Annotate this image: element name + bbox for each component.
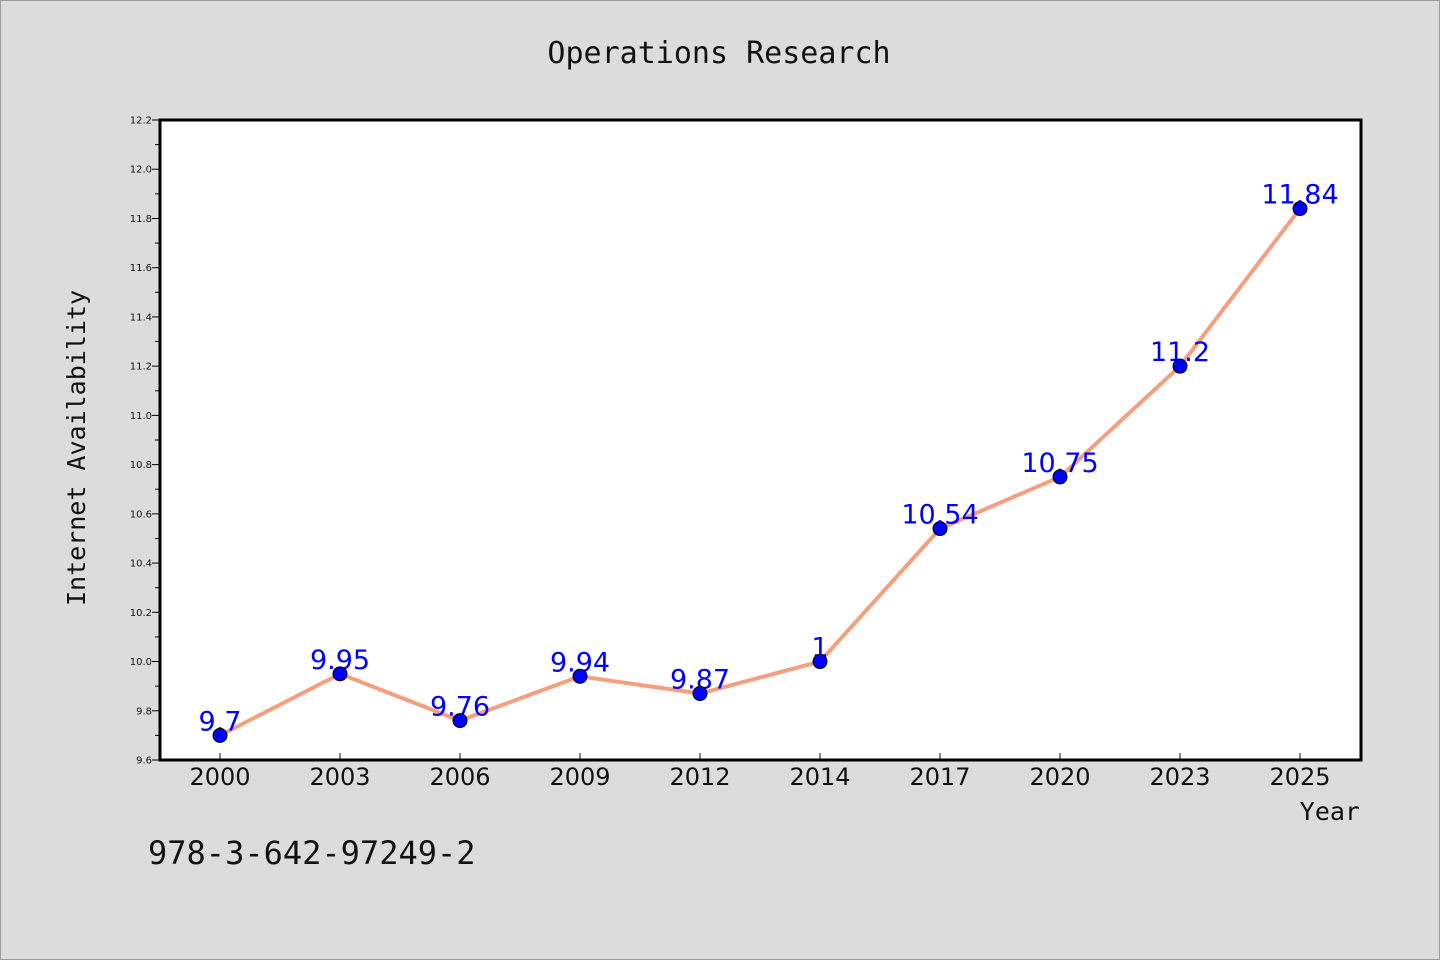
y-tick-label: 10.4 [130, 559, 152, 570]
footer-code: 978-3-642-97249-2 [148, 834, 476, 872]
y-axis-label: Internet Availability [62, 290, 91, 606]
x-tick-label: 2017 [909, 763, 970, 791]
y-axis: 9.6 9.8 10.0 10.2 10.4 10.6 10.8 11.0 11.2 11.4 11… [130, 116, 160, 767]
x-tick-label: 2009 [549, 763, 610, 791]
x-axis-label: Year [1300, 797, 1360, 826]
y-tick-label: 11.8 [130, 214, 152, 225]
y-tick-label: 10.2 [130, 608, 152, 619]
data-point [1292, 201, 1308, 217]
y-tick-label: 11.6 [130, 263, 152, 274]
x-tick-label: 2000 [189, 763, 250, 791]
series-line [218, 206, 1302, 738]
data-point [452, 713, 468, 729]
data-point [1172, 358, 1188, 374]
data-point [212, 727, 228, 743]
y-tick-label: 11.4 [130, 312, 152, 323]
data-point [692, 686, 708, 702]
x-tick-label: 2020 [1029, 763, 1090, 791]
y-tick-label: 9.8 [136, 706, 152, 717]
y-tick-label: 9.6 [136, 756, 152, 767]
y-tick-label: 10.6 [130, 509, 152, 520]
x-tick-label: 2014 [789, 763, 850, 791]
data-point [1052, 469, 1068, 485]
data-point [572, 668, 588, 684]
y-tick-label: 11.0 [130, 411, 152, 422]
x-tick-label: 2012 [669, 763, 730, 791]
data-point [332, 666, 348, 682]
x-tick-label: 2003 [309, 763, 370, 791]
data-point [812, 654, 828, 670]
y-tick-label: 12.2 [130, 116, 152, 127]
chart-title: Operations Research [547, 36, 890, 71]
plot-area [158, 118, 1363, 762]
x-tick-label: 2025 [1269, 763, 1330, 791]
x-tick-label: 2006 [429, 763, 490, 791]
x-axis: 2000 2003 2006 2009 2012 2014 2017 2020 2023 2025 [189, 753, 1331, 791]
x-tick-label: 2023 [1149, 763, 1210, 791]
data-point [932, 521, 948, 537]
y-tick-label: 12.0 [130, 165, 152, 176]
y-tick-label: 11.2 [130, 362, 152, 373]
y-tick-label: 10.0 [130, 657, 152, 668]
y-tick-label: 10.8 [130, 460, 152, 471]
